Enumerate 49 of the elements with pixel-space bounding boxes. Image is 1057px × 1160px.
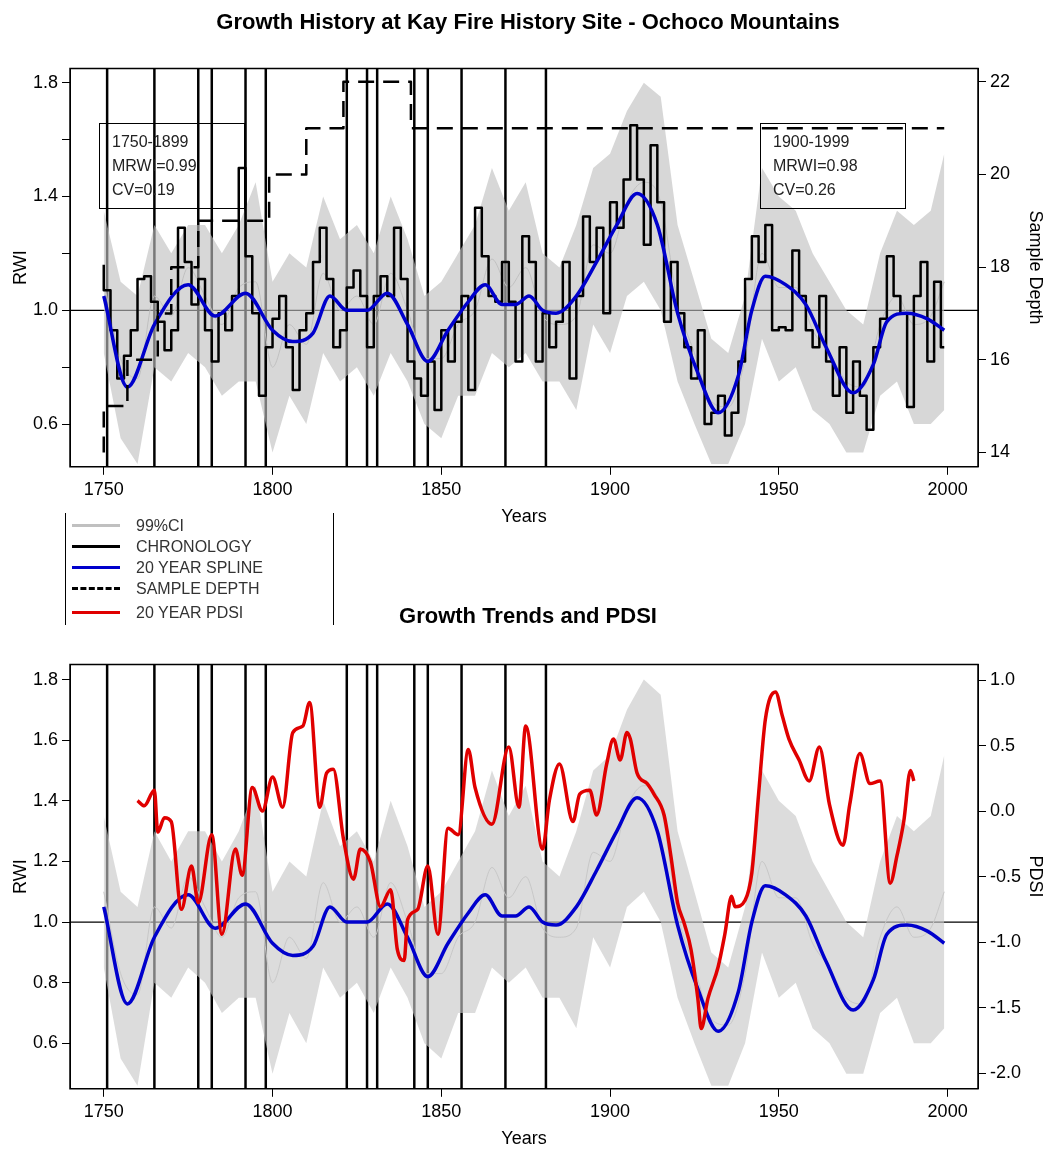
y-tick-label: 1.2 — [32, 850, 58, 871]
y2-tick-label: -0.5 — [990, 865, 1022, 886]
y-tick-label: 0.6 — [32, 413, 58, 434]
y2-tick-label: -2.0 — [990, 1062, 1022, 1083]
legend-label: 99%CI — [136, 516, 185, 535]
legend-label: 20 YEAR SPLINE — [136, 558, 263, 577]
x-tick-label: 1800 — [252, 1100, 293, 1121]
chart-title: Growth History at Kay Fire History Site - Ochoco Mountains — [216, 9, 840, 35]
x-tick-label: 1850 — [421, 1100, 462, 1121]
legend-label: CHRONOLOGY — [136, 537, 252, 556]
annotation: 1900-1999 MRWI=0.98 CV=0.26 — [760, 123, 906, 209]
y-tick-label: 0.6 — [32, 1032, 58, 1053]
y-axis-title: RWI — [9, 859, 30, 894]
x-tick-label: 1900 — [590, 478, 631, 499]
x-tick-label: 2000 — [927, 1100, 968, 1121]
y2-tick-label: 20 — [990, 163, 1011, 184]
y-axis-title: RWI — [9, 250, 30, 285]
x-tick-label: 1900 — [590, 1100, 631, 1121]
legend-label: SAMPLE DEPTH — [136, 579, 260, 598]
x-tick-label: 1750 — [83, 1100, 124, 1121]
x-tick-label: 1800 — [252, 478, 293, 499]
x-axis-title: Years — [501, 506, 547, 527]
y-tick-label: 1.4 — [32, 789, 58, 810]
x-tick-label: 1750 — [83, 478, 124, 499]
y-tick-label: 1.8 — [32, 71, 58, 92]
y2-tick-label: 14 — [990, 441, 1011, 462]
y2-tick-label: 16 — [990, 348, 1011, 369]
y2-axis-title: Sample Depth — [1026, 210, 1047, 325]
chart-title: Growth Trends and PDSI — [399, 603, 657, 629]
y-tick-label: 1.6 — [32, 729, 58, 750]
y2-tick-label: 0.5 — [990, 734, 1016, 755]
x-tick-label: 1950 — [758, 1100, 799, 1121]
x-tick-label: 1950 — [758, 478, 799, 499]
y-tick-label: 1.4 — [32, 185, 58, 206]
x-tick-label: 1850 — [421, 478, 462, 499]
y2-tick-label: -1.0 — [990, 931, 1022, 952]
y-tick-label: 1.0 — [32, 299, 58, 320]
y2-tick-label: 0.0 — [990, 800, 1016, 821]
x-axis-title: Years — [501, 1128, 547, 1149]
y2-tick-label: 1.0 — [990, 669, 1016, 690]
y-tick-label: 1.8 — [32, 668, 58, 689]
y2-tick-label: 22 — [990, 70, 1011, 91]
y2-tick-label: -1.5 — [990, 996, 1022, 1017]
y-tick-label: 0.8 — [32, 971, 58, 992]
y2-tick-label: 18 — [990, 256, 1011, 277]
x-tick-label: 2000 — [927, 478, 968, 499]
y-tick-label: 1.0 — [32, 911, 58, 932]
y2-axis-title: PDSI — [1026, 855, 1047, 898]
legend-label: 20 YEAR PDSI — [136, 603, 244, 622]
